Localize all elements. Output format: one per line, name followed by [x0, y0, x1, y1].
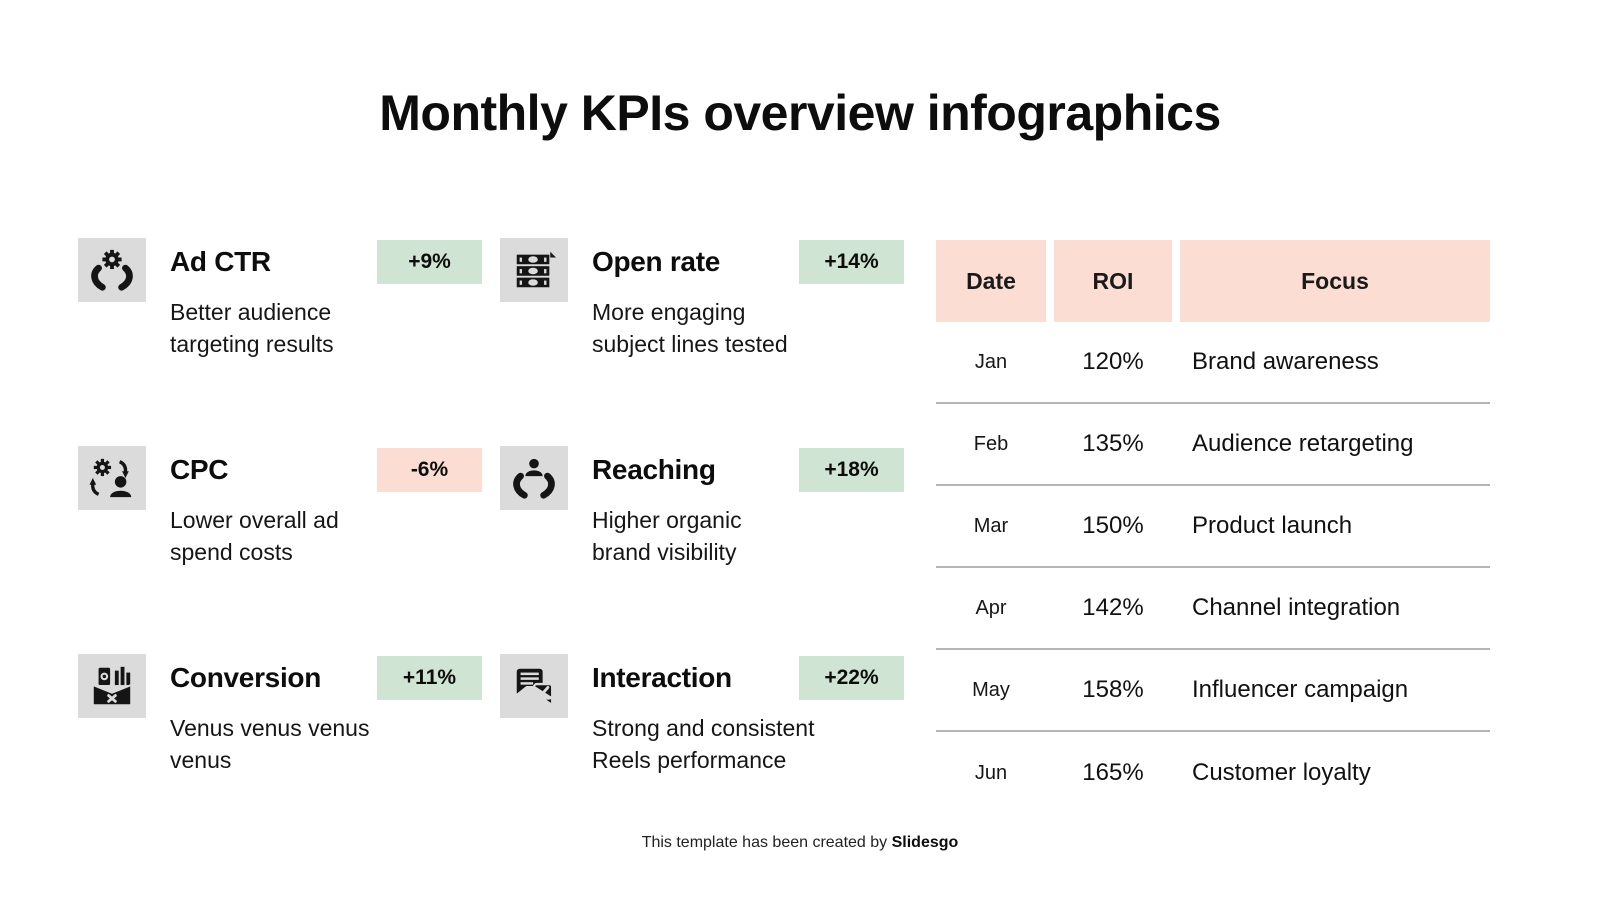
- hands-holding-person-icon: [513, 458, 555, 499]
- roi-cell: 158%: [1082, 676, 1144, 703]
- kpi-body: Conversion +11% Venus venus venus venus: [170, 654, 490, 776]
- date-cell: Feb: [973, 432, 1009, 455]
- table-row: Jun 165% Customer loyalty: [936, 732, 1490, 814]
- focus-cell: Channel integration: [1192, 594, 1401, 621]
- page-title: Monthly KPIs overview infographics: [379, 85, 1221, 141]
- hands-holding-gear-icon: [91, 249, 133, 291]
- kpi-desc-line: Reels performance: [592, 747, 787, 773]
- icon-tile: [78, 446, 146, 510]
- kpi-delta-badge: +9%: [377, 240, 482, 284]
- kpi-body: Ad CTR +9% Better audience targeting res…: [170, 238, 490, 360]
- kpi-delta-badge: +18%: [799, 448, 904, 492]
- kpi-delta-badge: +11%: [377, 656, 482, 700]
- kpi-title: Ad CTR: [170, 246, 271, 277]
- table-row: Apr 142% Channel integration: [936, 568, 1490, 650]
- kpi-desc-line: brand visibility: [592, 539, 737, 565]
- table-row: Jan 120% Brand awareness: [936, 322, 1490, 404]
- roi-table: Date ROI Focus Jan 120% Brand awareness …: [936, 240, 1490, 814]
- focus-cell: Customer loyalty: [1192, 759, 1371, 786]
- kpi-description: More engaging subject lines tested: [592, 296, 912, 360]
- kpi-header: Reaching +18%: [592, 448, 912, 492]
- date-cell: Mar: [973, 514, 1009, 537]
- kpi-desc-line: Strong and consistent: [592, 715, 815, 741]
- kpi-desc-line: targeting results: [170, 331, 334, 357]
- kpi-delta-badge: +22%: [799, 656, 904, 700]
- kpi-delta-badge: +14%: [799, 240, 904, 284]
- kpi-header: Interaction +22%: [592, 656, 912, 700]
- kpi-description: Strong and consistent Reels performance: [592, 712, 912, 776]
- column-header-date: Date: [936, 240, 1046, 322]
- table-row: Feb 135% Audience retargeting: [936, 404, 1490, 486]
- kpi-card-conversion: Conversion +11% Venus venus venus venus: [78, 654, 490, 776]
- attribution-text: This template has been created by: [641, 834, 892, 851]
- kpi-description: Better audience targeting results: [170, 296, 490, 360]
- kpi-body: CPC -6% Lower overall ad spend costs: [170, 446, 490, 568]
- kpi-desc-line: subject lines tested: [592, 331, 788, 357]
- focus-cell: Audience retargeting: [1192, 430, 1414, 457]
- focus-cell: Influencer campaign: [1192, 676, 1409, 703]
- kpi-desc-line: More engaging: [592, 299, 746, 325]
- roi-cell: 135%: [1082, 430, 1144, 457]
- inbox-chart-icon: [91, 666, 133, 707]
- kpi-header: CPC -6%: [170, 448, 490, 492]
- icon-tile: [78, 238, 146, 302]
- table-header-row: Date ROI Focus: [936, 240, 1490, 322]
- kpi-description: Venus venus venus venus: [170, 712, 490, 776]
- brand-name: Slidesgo: [891, 834, 959, 851]
- kpi-header: Conversion +11%: [170, 656, 490, 700]
- column-header-focus: Focus: [1180, 240, 1490, 322]
- chat-check-icon: [516, 668, 554, 708]
- icon-tile: [500, 654, 568, 718]
- roi-cell: 150%: [1082, 512, 1144, 539]
- kpi-desc-line: spend costs: [170, 539, 293, 565]
- table-row: Mar 150% Product launch: [936, 486, 1490, 568]
- date-cell: Jan: [974, 350, 1008, 373]
- kpi-desc-line: Venus venus venus: [170, 715, 370, 741]
- date-cell: Apr: [975, 596, 1007, 619]
- kpi-card-reaching: Reaching +18% Higher organic brand visib…: [500, 446, 912, 568]
- kpi-card-ad-ctr: Ad CTR +9% Better audience targeting res…: [78, 238, 490, 360]
- kpi-desc-line: Better audience: [170, 299, 332, 325]
- kpi-title: Interaction: [592, 662, 732, 693]
- kpi-desc-line: venus: [170, 747, 232, 773]
- kpi-header: Open rate +14%: [592, 240, 912, 284]
- kpi-desc-line: Lower overall ad: [170, 507, 339, 533]
- attribution-line: This template has been created by Slides…: [0, 834, 1600, 852]
- roi-cell: 142%: [1082, 594, 1144, 621]
- gear-sync-person-icon: [89, 458, 132, 498]
- kpi-body: Reaching +18% Higher organic brand visib…: [592, 446, 912, 568]
- kpi-title: Reaching: [592, 454, 716, 485]
- kpi-card-cpc: CPC -6% Lower overall ad spend costs: [78, 446, 490, 568]
- kpi-title: Conversion: [170, 662, 322, 693]
- banknotes-document-icon: [516, 251, 557, 288]
- icon-tile: [500, 238, 568, 302]
- focus-cell: Brand awareness: [1192, 348, 1379, 375]
- kpi-description: Lower overall ad spend costs: [170, 504, 490, 568]
- kpi-body: Interaction +22% Strong and consistent R…: [592, 654, 912, 776]
- focus-cell: Product launch: [1192, 512, 1353, 539]
- kpi-desc-line: Higher organic: [592, 507, 742, 533]
- kpi-header: Ad CTR +9%: [170, 240, 490, 284]
- kpi-grid: Ad CTR +9% Better audience targeting res…: [78, 238, 912, 776]
- kpi-delta-badge: -6%: [377, 448, 482, 492]
- kpi-title: Open rate: [592, 246, 721, 277]
- date-cell: Jun: [974, 761, 1008, 784]
- icon-tile: [500, 446, 568, 510]
- kpi-title: CPC: [170, 454, 229, 485]
- kpi-body: Open rate +14% More engaging subject lin…: [592, 238, 912, 360]
- roi-cell: 165%: [1082, 759, 1144, 786]
- roi-cell: 120%: [1082, 348, 1144, 375]
- date-cell: May: [972, 678, 1010, 701]
- kpi-card-open-rate: Open rate +14% More engaging subject lin…: [500, 238, 912, 360]
- table-row: May 158% Influencer campaign: [936, 650, 1490, 732]
- icon-tile: [78, 654, 146, 718]
- kpi-description: Higher organic brand visibility: [592, 504, 912, 568]
- column-header-roi: ROI: [1054, 240, 1172, 322]
- kpi-card-interaction: Interaction +22% Strong and consistent R…: [500, 654, 912, 776]
